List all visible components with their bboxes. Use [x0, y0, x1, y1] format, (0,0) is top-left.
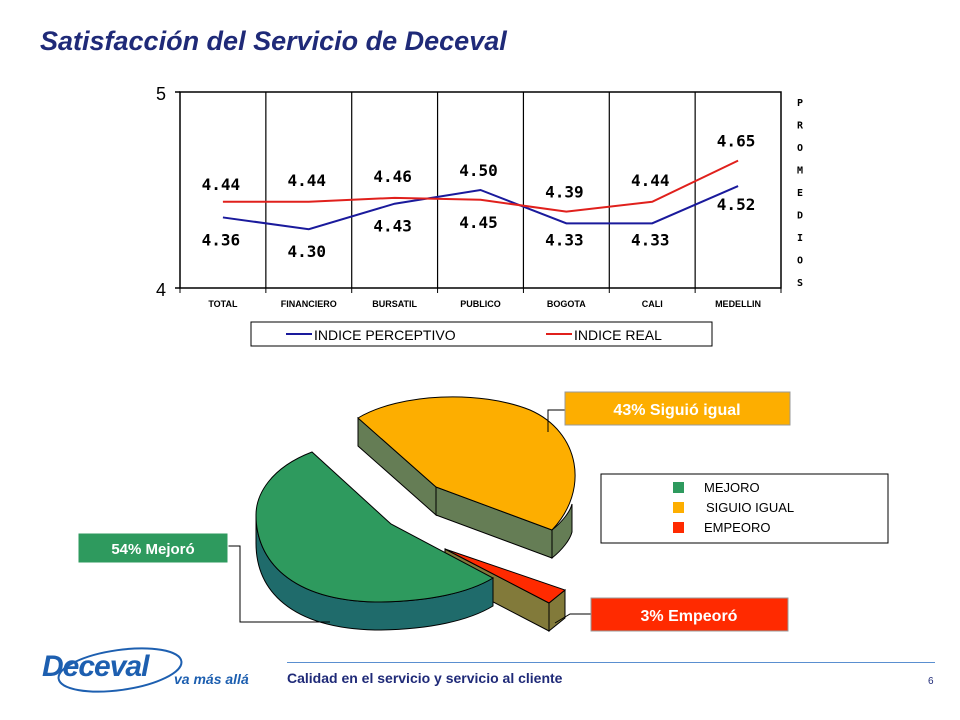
logo-swoosh-icon: [57, 647, 183, 693]
logo-tagline: va más allá: [174, 671, 249, 687]
legend-swatch-mejoro: [673, 482, 684, 493]
leader-line-mejoro: [228, 545, 330, 623]
pie-slice-mejoro: [255, 451, 495, 631]
side-label-letter: P: [797, 98, 803, 109]
leader-line-empeoro: [554, 613, 591, 624]
side-label-letter: O: [797, 256, 803, 267]
data-labels: 4.44 4.36 4.44 4.30 4.46 4.43 4.45 4.50 4.39 4.33…: [202, 132, 756, 262]
data-label-real: 4.46: [373, 167, 412, 186]
data-label-perceptivo: 4.33: [545, 230, 584, 249]
callout-empeoro: 3% Empeoró: [590, 597, 789, 632]
x-tick-label: PUBLICO: [460, 299, 501, 309]
data-label-real: 4.44: [202, 175, 241, 194]
side-label-letter: D: [797, 211, 803, 222]
legend-entry-real: INDICE REAL: [574, 327, 662, 343]
y-tick-label: 4: [156, 280, 166, 300]
category-separators: [265, 92, 696, 288]
pie-legend: MEJORO SIGUIO IGUAL EMPEORO: [600, 473, 889, 544]
callout-label: 54% Mejoró: [111, 541, 194, 558]
data-label-perceptivo: 4.33: [631, 230, 670, 249]
side-label-letter: S: [797, 278, 803, 289]
legend-swatch-siguio: [673, 502, 684, 513]
data-label-perceptivo: 4.50: [459, 161, 498, 180]
leader-line-siguio: [547, 409, 565, 432]
legend-entry-mejoro: MEJORO: [704, 480, 760, 495]
page-number: 6: [928, 676, 934, 687]
series-lines: [222, 159, 739, 231]
legend-entry-siguio: SIGUIO IGUAL: [706, 500, 794, 515]
line-chart: 5 4 TOTAL FINANCIERO BURSATIL PUBLICO BOGOTA…: [156, 84, 804, 347]
pie-chart: 54% Mejoró 43% Siguió igual 3% Empeoró M…: [77, 391, 889, 633]
side-label-letter: O: [797, 143, 803, 154]
legend-swatch-empeoro: [673, 522, 684, 533]
callout-label: 43% Siguió igual: [613, 402, 740, 419]
data-label-perceptivo: 4.52: [717, 195, 756, 214]
data-label-real: 4.39: [545, 183, 584, 202]
x-tick-label: CALI: [642, 299, 663, 309]
side-label-letter: M: [797, 166, 803, 177]
data-label-perceptivo: 4.43: [373, 217, 412, 236]
x-tick-label: MEDELLIN: [715, 299, 761, 309]
data-label-real: 4.45: [459, 213, 498, 232]
data-label-perceptivo: 4.30: [288, 242, 327, 261]
legend-entry-empeoro: EMPEORO: [704, 520, 770, 535]
callout-siguio: 43% Siguió igual: [564, 391, 791, 426]
x-tick-label: FINANCIERO: [281, 299, 337, 309]
data-label-perceptivo: 4.36: [202, 230, 241, 249]
callout-mejoro: 54% Mejoró: [77, 532, 229, 564]
footer-divider: [287, 662, 935, 663]
x-tick-label: BOGOTA: [547, 299, 586, 309]
deceval-logo: Deceval va más allá: [38, 644, 268, 700]
callout-label: 3% Empeoró: [641, 608, 738, 625]
side-label-letter: E: [797, 188, 803, 199]
x-tick-label: TOTAL: [208, 299, 238, 309]
side-label-letter: R: [797, 121, 804, 132]
plot-area: [179, 91, 782, 289]
data-label-real: 4.44: [288, 171, 327, 190]
page-title: Satisfacción del Servicio de Deceval: [40, 26, 507, 56]
line-legend: INDICE PERCEPTIVO INDICE REAL: [250, 321, 713, 347]
legend-entry-perceptivo: INDICE PERCEPTIVO: [314, 327, 456, 343]
y-axis: 5 4: [156, 84, 180, 300]
data-label-real: 4.44: [631, 171, 670, 190]
footer-text: Calidad en el servicio y servicio al cli…: [287, 670, 563, 686]
y-tick-label: 5: [156, 84, 166, 104]
side-label-letter: I: [797, 233, 803, 244]
data-label-real: 4.65: [717, 132, 756, 151]
logo-wordmark: Deceval: [42, 650, 149, 683]
pie-slice-siguio-igual: [357, 396, 576, 560]
x-tick-label: BURSATIL: [372, 299, 417, 309]
x-tick-labels: TOTAL FINANCIERO BURSATIL PUBLICO BOGOTA CALI…: [179, 288, 782, 309]
